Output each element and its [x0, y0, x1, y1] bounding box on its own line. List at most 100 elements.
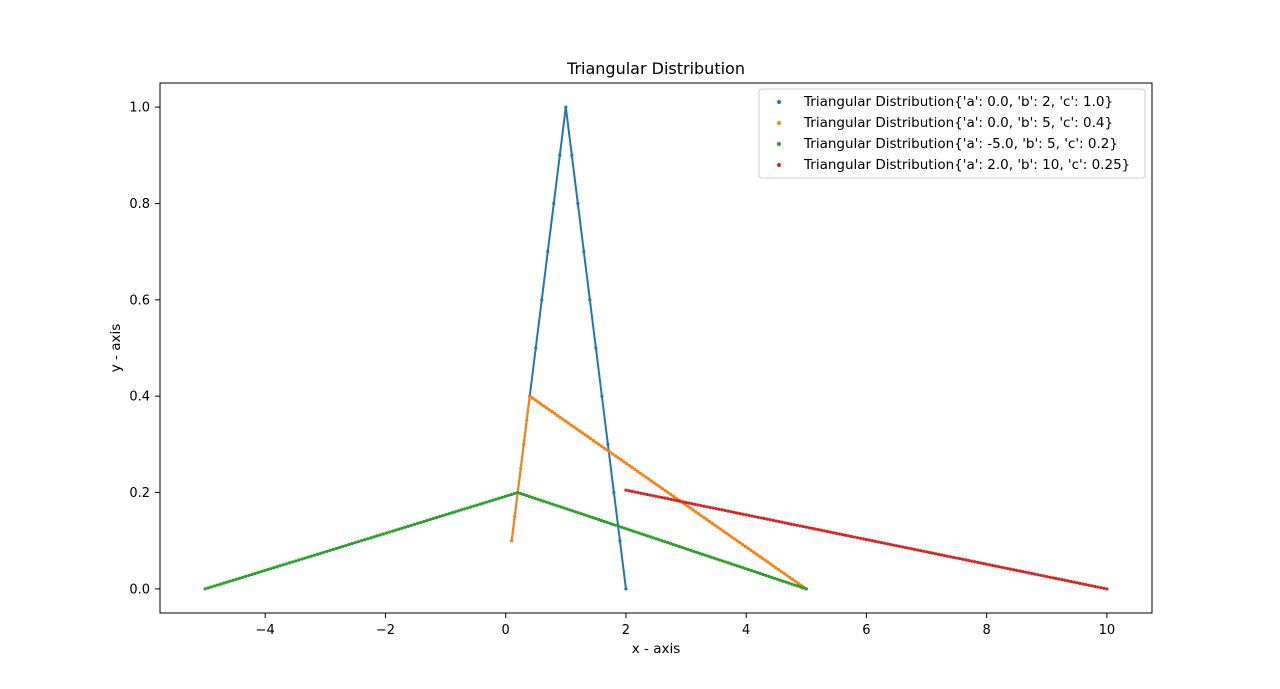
data-point [281, 563, 285, 567]
data-point [1087, 583, 1091, 587]
data-point [614, 523, 618, 527]
data-point [779, 569, 784, 574]
data-point [765, 560, 770, 564]
data-point [628, 528, 632, 532]
data-point [272, 566, 276, 570]
data-point [547, 501, 552, 505]
data-point [643, 533, 647, 537]
data-point [967, 558, 971, 563]
data-point [693, 502, 697, 506]
data-point [858, 536, 863, 540]
data-point [509, 492, 514, 497]
data-point [481, 501, 485, 505]
data-point [577, 429, 582, 433]
data-point [608, 521, 612, 525]
data-point [530, 396, 535, 400]
x-tick-label: 6 [862, 623, 870, 638]
data-point [519, 466, 523, 471]
data-point [284, 562, 288, 566]
data-point [684, 500, 688, 505]
data-point [521, 492, 526, 497]
data-point [469, 505, 473, 509]
data-point [744, 513, 748, 517]
data-point [350, 542, 354, 546]
data-point [412, 522, 417, 526]
data-point [873, 539, 878, 543]
data-point [394, 528, 398, 532]
data-point [666, 541, 670, 545]
data-point [1099, 586, 1103, 590]
data-point [718, 527, 723, 531]
data-point [1021, 570, 1025, 574]
data-point [675, 499, 679, 503]
data-point [711, 506, 715, 510]
data-point [431, 516, 435, 521]
data-point [840, 532, 844, 537]
data-point [867, 538, 872, 542]
data-point [961, 557, 965, 561]
data-point [642, 492, 646, 496]
data-point [1072, 580, 1076, 584]
data-point [979, 561, 983, 565]
data-point [558, 153, 562, 157]
data-point [575, 427, 579, 431]
data-point [939, 553, 944, 557]
data-point [686, 547, 690, 552]
y-tick-label: 1.0 [129, 101, 150, 116]
data-point [770, 575, 774, 579]
data-point [1036, 573, 1040, 577]
data-point [555, 413, 560, 418]
data-point [605, 448, 609, 452]
data-point [801, 524, 805, 529]
data-point [576, 511, 580, 515]
data-point [772, 576, 777, 580]
data-point [683, 546, 687, 551]
legend: Triangular Distribution{'a': 0.0, 'b': 2… [758, 88, 1146, 179]
data-point [618, 539, 622, 543]
data-point [406, 524, 410, 528]
data-point [702, 504, 706, 508]
data-point [697, 551, 702, 555]
data-point [723, 508, 727, 513]
data-point [994, 564, 998, 568]
data-point [487, 499, 492, 503]
data-point [1093, 584, 1097, 589]
data-point [738, 511, 742, 516]
data-point [422, 519, 426, 524]
data-point [585, 514, 589, 518]
data-point [453, 510, 457, 514]
data-point [828, 530, 832, 534]
data-point [789, 522, 793, 526]
data-point [882, 541, 887, 545]
data-point [774, 566, 778, 570]
data-point [976, 560, 980, 564]
data-point [747, 513, 751, 518]
data-point [588, 515, 592, 519]
data-point [729, 510, 733, 514]
data-point [475, 503, 479, 507]
data-point [570, 153, 574, 157]
data-point [988, 563, 992, 567]
data-point [735, 539, 739, 543]
data-point [428, 517, 432, 522]
legend-label: Triangular Distribution{'a': 0.0, 'b': 2… [803, 94, 1113, 110]
data-point [669, 492, 673, 497]
data-point [1042, 574, 1046, 578]
data-point [528, 394, 532, 398]
data-point [334, 546, 338, 551]
data-point [627, 489, 631, 493]
data-point [771, 564, 775, 568]
data-point [359, 539, 364, 543]
data-point [303, 556, 307, 560]
legend-marker [777, 100, 781, 104]
data-point [788, 575, 792, 579]
data-point [648, 493, 652, 497]
data-point [712, 556, 716, 560]
data-point [1045, 574, 1049, 579]
data-point [222, 581, 226, 585]
data-point [819, 528, 823, 532]
data-point [710, 521, 714, 525]
data-point [743, 544, 748, 549]
data-point [611, 452, 615, 456]
data-point [331, 547, 335, 552]
